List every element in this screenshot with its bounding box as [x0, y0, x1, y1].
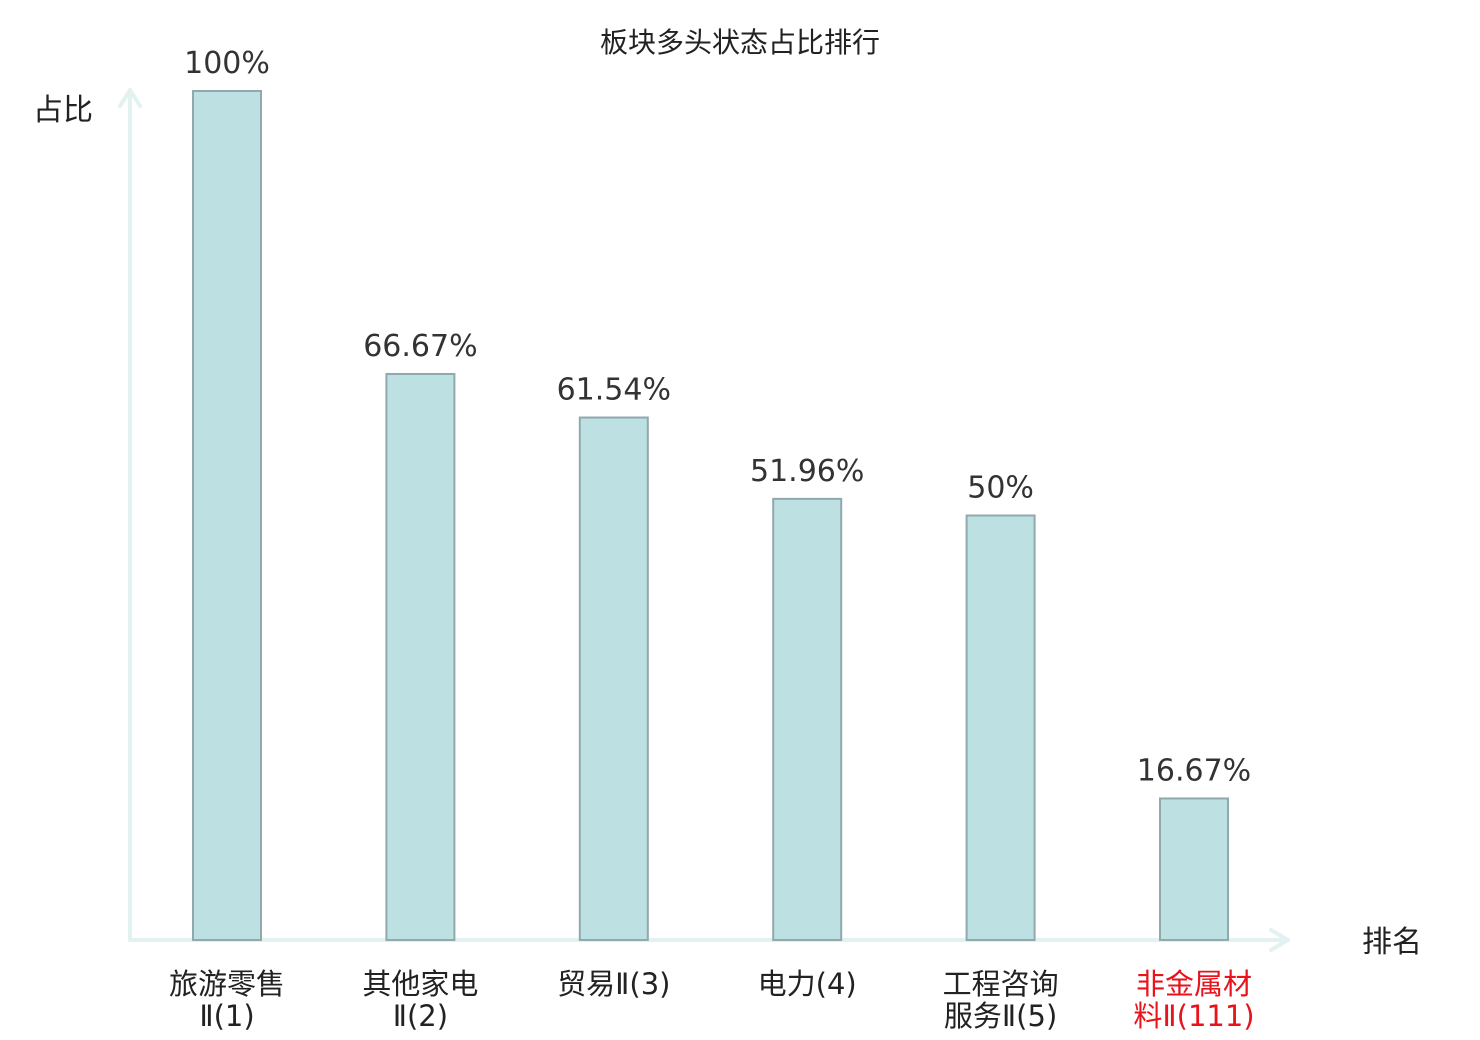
- bar-value-label: 61.54%: [557, 373, 671, 408]
- category-label-line2: Ⅱ(1): [199, 999, 254, 1033]
- category-label: 旅游零售: [169, 967, 285, 1001]
- bars-group: [192, 90, 1229, 942]
- bar-value-label: 51.96%: [750, 454, 864, 489]
- bar-value-label: 50%: [967, 471, 1034, 506]
- chart-title: 板块多头状态占比排行: [600, 26, 880, 59]
- x-axis-label: 排名: [1362, 925, 1422, 960]
- category-label-line2: 料Ⅱ(111): [1133, 999, 1254, 1033]
- y-axis-label: 占比: [33, 93, 93, 128]
- category-label-line2: 服务Ⅱ(5): [944, 999, 1057, 1033]
- category-label: 工程咨询: [943, 967, 1059, 1001]
- x-axis-arrow-icon: [1269, 928, 1290, 952]
- bar: [965, 514, 1036, 941]
- bar: [578, 416, 649, 941]
- y-axis-arrow-icon: [118, 88, 142, 108]
- category-label: 其他家电: [362, 967, 478, 1001]
- category-label: 电力(4): [758, 967, 857, 1001]
- category-label: 贸易Ⅱ(3): [557, 967, 670, 1001]
- bar-value-label: 100%: [184, 46, 270, 81]
- bar: [192, 90, 262, 941]
- bar: [1159, 797, 1229, 941]
- value-labels-group: 100% 66.67% 61.54% 51.96% 50% 16.67%: [184, 46, 1251, 788]
- category-label: 非金属材: [1136, 967, 1252, 1001]
- bar-value-label: 66.67%: [363, 329, 477, 364]
- category-label-line2: Ⅱ(2): [393, 999, 448, 1033]
- bar: [385, 372, 456, 942]
- bar-value-label: 16.67%: [1137, 753, 1251, 788]
- bar: [772, 497, 843, 941]
